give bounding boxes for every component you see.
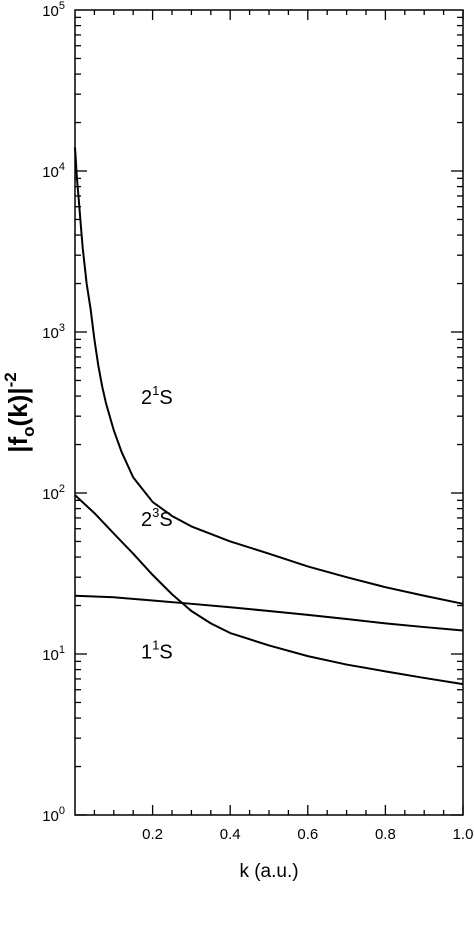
series-label-2: 11S — [141, 638, 173, 664]
series-layer — [74, 147, 464, 686]
y-tick-label: 102 — [42, 483, 65, 503]
series-label-0: 21S — [141, 383, 173, 409]
series-line-1 — [74, 494, 464, 686]
series-label-1: 23S — [141, 505, 173, 531]
x-tick-label: 0.6 — [297, 826, 318, 843]
plot-frame — [74, 9, 464, 816]
x-tick-label: 0.8 — [375, 826, 396, 843]
y-tick-label: 103 — [42, 322, 65, 342]
x-axis-label: k (a.u.) — [239, 861, 298, 882]
y-axis-label: |fo(k)|-2 — [1, 372, 38, 453]
y-tick-label: 105 — [42, 0, 65, 20]
y-axis: 100 101 102 103 104 105 — [42, 0, 463, 825]
x-tick-label: 0.4 — [220, 826, 241, 843]
y-tick-label: 100 — [42, 805, 65, 825]
x-tick-label: 1.0 — [453, 826, 474, 843]
y-tick-label: 101 — [42, 644, 65, 664]
series-labels: 21S 23S 11S — [141, 383, 173, 664]
series-line-0 — [74, 147, 464, 605]
y-tick-label: 104 — [42, 161, 65, 181]
x-tick-label: 0.2 — [142, 826, 163, 843]
series-line-2 — [74, 594, 464, 632]
x-axis: 0.2 0.4 0.6 0.8 1.0 — [93, 10, 474, 843]
